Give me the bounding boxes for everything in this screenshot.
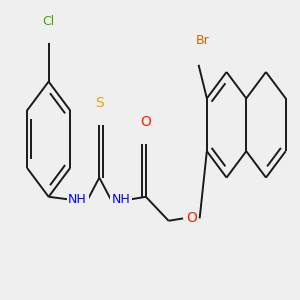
Text: Br: Br <box>196 34 210 47</box>
Text: O: O <box>140 116 151 129</box>
Text: NH: NH <box>68 193 87 206</box>
Text: S: S <box>95 96 104 110</box>
Text: NH: NH <box>112 193 130 206</box>
Text: O: O <box>186 212 197 225</box>
Text: Cl: Cl <box>43 15 55 28</box>
